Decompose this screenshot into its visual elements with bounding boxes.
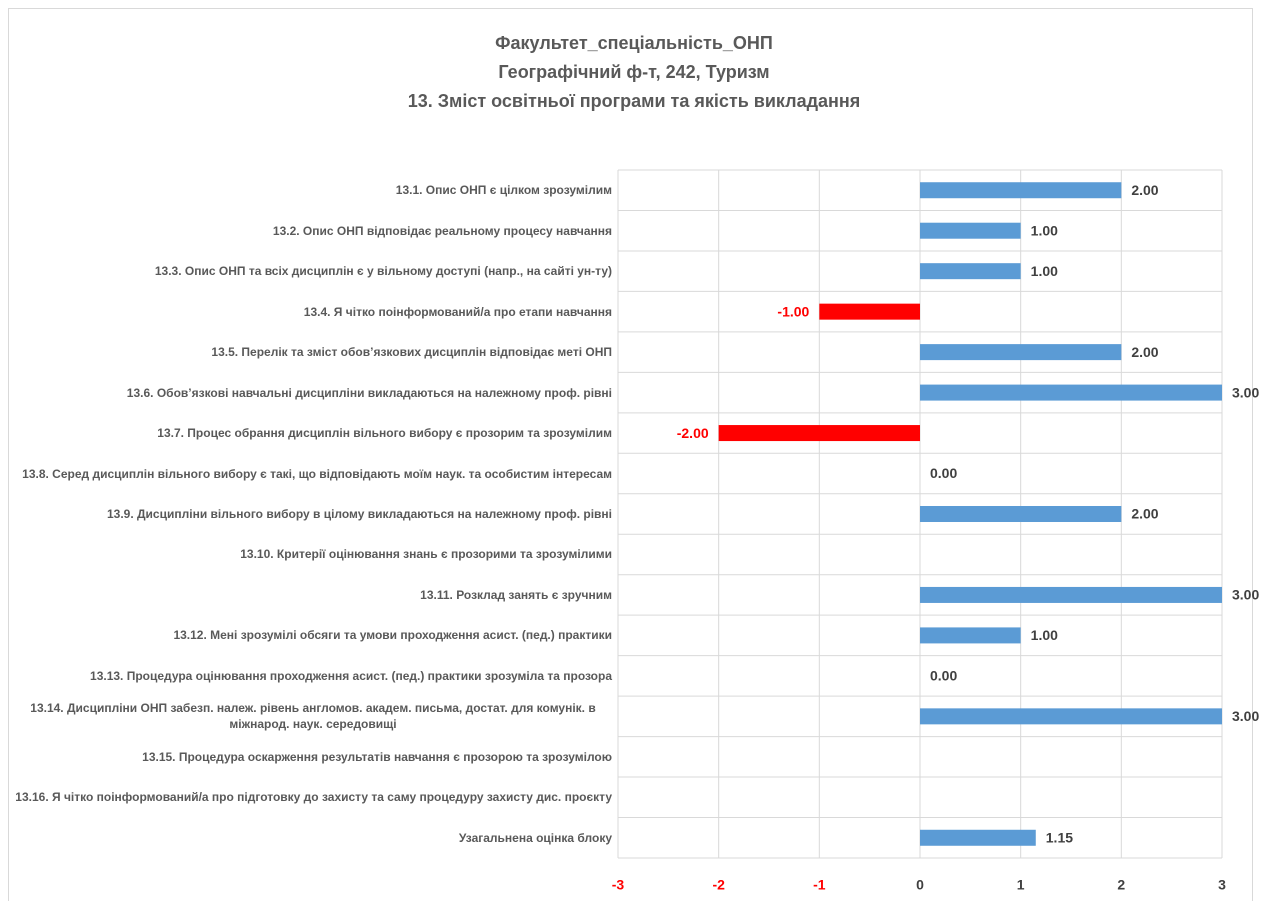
data-label: 1.00 (1031, 627, 1058, 643)
x-tick-label: -3 (612, 877, 625, 893)
y-tick-label: 13.2. Опис ОНП відповідає реальному проц… (272, 223, 612, 238)
y-tick-label: 13.15. Процедура оскарження результатів … (142, 749, 612, 764)
category-label-box: 13.16. Я чітко поінформований/а про підг… (14, 777, 612, 817)
y-tick-label: 13.6. Обов’язкові навчальні дисципліни в… (126, 385, 612, 400)
data-label: 1.00 (1031, 263, 1058, 279)
category-label-box: 13.6. Обов’язкові навчальні дисципліни в… (14, 372, 612, 412)
y-tick-label: 13.14. Дисципліни ОНП забезп. належ. рів… (30, 701, 596, 732)
data-label: 3.00 (1232, 587, 1259, 603)
y-tick-label: 13.3. Опис ОНП та всіх дисциплін є у віл… (154, 264, 612, 279)
y-tick-label: 13.8. Серед дисциплін вільного вибору є … (22, 466, 612, 481)
data-label: 0.00 (930, 465, 957, 481)
bar (920, 829, 1036, 846)
category-label-box: 13.8. Серед дисциплін вільного вибору є … (14, 453, 612, 493)
category-label-box: 13.4. Я чітко поінформований/а про етапи… (14, 291, 612, 331)
y-tick-label: 13.10. Критерії оцінювання знань є прозо… (240, 547, 612, 562)
category-label-box: 13.3. Опис ОНП та всіх дисциплін є у віл… (14, 251, 612, 291)
chart-title: Географічний ф-т, 242, Туризм (498, 62, 769, 82)
y-tick-label: 13.5. Перелік та зміст обов’язкових дисц… (211, 345, 612, 360)
x-tick-label: 1 (1017, 877, 1025, 893)
bar (819, 303, 920, 320)
bar (920, 222, 1021, 239)
category-label-box: 13.12. Мені зрозумілі обсяги та умови пр… (14, 615, 612, 655)
category-label-box: 13.5. Перелік та зміст обов’язкових дисц… (14, 332, 612, 372)
data-label: 2.00 (1131, 344, 1158, 360)
category-label-box: 13.10. Критерії оцінювання знань є прозо… (14, 534, 612, 574)
data-label: 1.00 (1031, 222, 1058, 238)
category-label-box: 13.1. Опис ОНП є цілком зрозумілим (14, 170, 612, 210)
category-label-box: 13.11. Розклад занять є зручним (14, 575, 612, 615)
y-tick-label: 13.13. Процедура оцінювання проходження … (90, 668, 612, 683)
y-tick-label: 13.4. Я чітко поінформований/а про етапи… (303, 304, 612, 319)
category-label-box: Узагальнена оцінка блоку (14, 818, 612, 858)
data-label: -2.00 (677, 425, 709, 441)
y-tick-label: 13.11. Розклад занять є зручним (420, 587, 612, 602)
bar (920, 586, 1222, 603)
data-label: 0.00 (930, 668, 957, 684)
x-tick-label: 3 (1218, 877, 1226, 893)
data-label: 2.00 (1131, 182, 1158, 198)
bar (718, 425, 920, 442)
y-tick-label: 13.16. Я чітко поінформований/а про підг… (15, 790, 612, 805)
y-tick-label: 13.12. Мені зрозумілі обсяги та умови пр… (173, 628, 612, 643)
y-tick-label: 13.9. Дисципліни вільного вибору в цілом… (106, 506, 612, 521)
bar (920, 384, 1222, 401)
y-tick-label: 13.7. Процес обрання дисциплін вільного … (157, 426, 612, 441)
data-label: 1.15 (1046, 829, 1073, 845)
data-label: 3.00 (1232, 708, 1259, 724)
x-tick-label: -1 (813, 877, 826, 893)
category-label-box: 13.2. Опис ОНП відповідає реальному проц… (14, 210, 612, 250)
data-label: -1.00 (777, 303, 809, 319)
data-label: 3.00 (1232, 384, 1259, 400)
x-tick-label: -2 (712, 877, 725, 893)
bar (920, 344, 1122, 361)
chart-title: Факультет_спеціальність_ОНП (495, 33, 773, 53)
category-label-box: 13.13. Процедура оцінювання проходження … (14, 656, 612, 696)
bar (920, 627, 1021, 644)
category-label-box: 13.14. Дисципліни ОНП забезп. належ. рів… (14, 696, 612, 736)
category-label-box: 13.15. Процедура оскарження результатів … (14, 737, 612, 777)
bar (920, 708, 1222, 725)
y-tick-label: Узагальнена оцінка блоку (458, 830, 612, 845)
category-label-box: 13.7. Процес обрання дисциплін вільного … (14, 413, 612, 453)
data-label: 2.00 (1131, 506, 1158, 522)
x-tick-label: 2 (1117, 877, 1125, 893)
chart-border (8, 8, 1253, 901)
category-label-box: 13.9. Дисципліни вільного вибору в цілом… (14, 494, 612, 534)
chart-title: 13. Зміст освітньої програми та якість в… (408, 91, 861, 111)
y-tick-label: 13.1. Опис ОНП є цілком зрозумілим (395, 183, 612, 198)
bar (920, 182, 1122, 199)
x-tick-label: 0 (916, 877, 924, 893)
bar (920, 263, 1021, 280)
bar (920, 506, 1122, 522)
